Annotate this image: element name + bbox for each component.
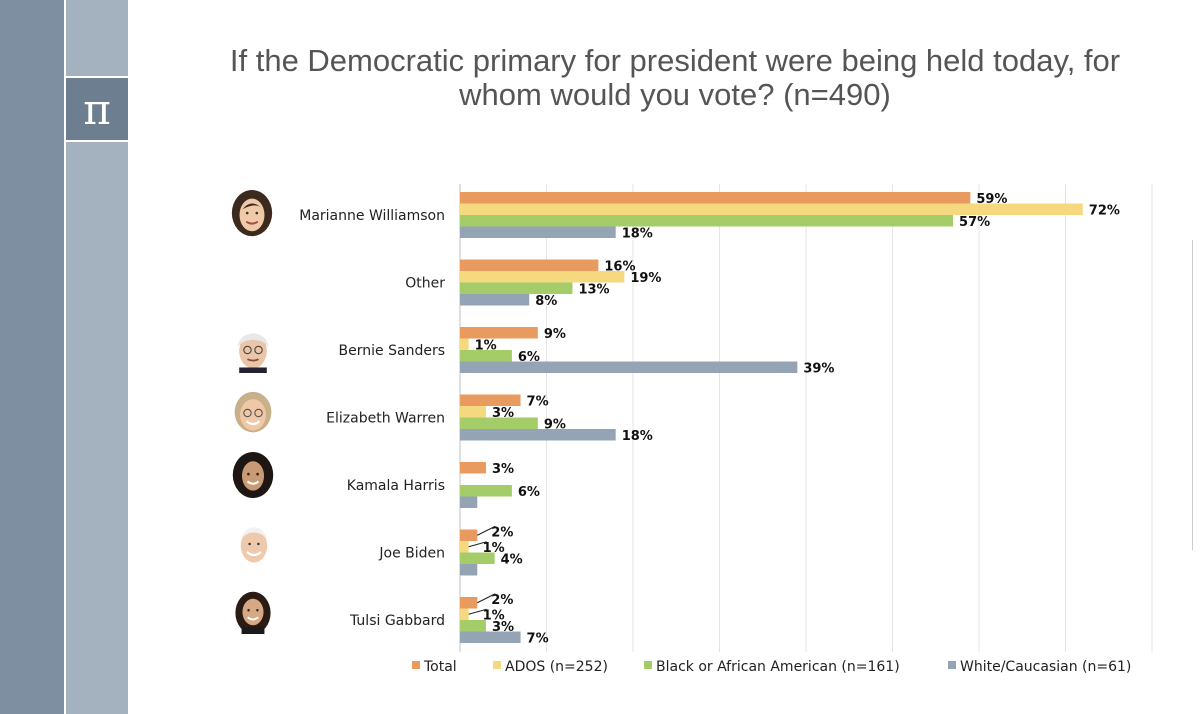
legend-label-black-or-african-american-n-161: Black or African American (n=161) xyxy=(656,659,900,675)
sidebar-divider xyxy=(64,0,66,714)
bar-bernie-sanders-white-caucasian-n-61 xyxy=(460,361,798,373)
value-label-other-white-caucasian-n-61: 8% xyxy=(535,294,557,309)
bar-other-black-or-african-american-n-161 xyxy=(460,282,573,294)
bar-other-total xyxy=(460,259,599,271)
bar-bernie-sanders-total xyxy=(460,327,538,339)
bar-kamala-harris-white-caucasian-n-61 xyxy=(460,496,478,508)
portrait-elizabeth-warren-icon xyxy=(233,390,273,434)
value-label-bernie-sanders-black-or-african-american-n-161: 6% xyxy=(518,350,540,365)
value-label-elizabeth-warren-ados-n-252: 3% xyxy=(492,406,514,421)
portrait-tulsi-gabbard-icon xyxy=(234,590,272,634)
category-label-joe-biden: Joe Biden xyxy=(378,546,445,562)
bar-other-white-caucasian-n-61 xyxy=(460,294,530,306)
bar-elizabeth-warren-white-caucasian-n-61 xyxy=(460,429,616,441)
category-label-other: Other xyxy=(405,276,445,292)
value-label-marianne-williamson-black-or-african-american-n-161: 57% xyxy=(959,215,990,230)
value-labels: 59% 72% 57% 18% 16%19% 13% 8% 9% 1% 6% 39% 7% 3% 9% 18… xyxy=(475,192,1120,647)
bar-kamala-harris-black-or-african-american-n-161 xyxy=(460,485,512,497)
bar-tulsi-gabbard-total xyxy=(460,597,478,609)
bar-joe-biden-white-caucasian-n-61 xyxy=(460,564,478,576)
value-label-elizabeth-warren-total: 7% xyxy=(527,394,549,409)
leader-line-joe-biden-total xyxy=(477,525,496,536)
bar-bernie-sanders-ados-n-252 xyxy=(460,338,469,350)
bar-joe-biden-ados-n-252 xyxy=(460,541,469,553)
value-label-tulsi-gabbard-ados-n-252: 1% xyxy=(483,608,505,623)
category-label-marianne-williamson: Marianne Williamson xyxy=(299,208,445,224)
legend-label-total: Total xyxy=(423,659,457,675)
legend-swatch-white-caucasian-n-61 xyxy=(948,661,956,669)
bar-elizabeth-warren-black-or-african-american-n-161 xyxy=(460,417,538,429)
value-label-joe-biden-total: 2% xyxy=(491,525,513,540)
legend-swatch-ados-n-252 xyxy=(493,661,501,669)
legend-label-white-caucasian-n-61: White/Caucasian (n=61) xyxy=(960,659,1131,675)
bar-bernie-sanders-black-or-african-american-n-161 xyxy=(460,350,512,362)
value-label-joe-biden-ados-n-252: 1% xyxy=(483,541,505,556)
value-label-marianne-williamson-white-caucasian-n-61: 18% xyxy=(622,226,653,241)
chart-title: If the Democratic primary for president … xyxy=(180,44,1170,112)
legend-swatch-total xyxy=(412,661,420,669)
category-label-elizabeth-warren: Elizabeth Warren xyxy=(326,411,445,427)
value-label-elizabeth-warren-white-caucasian-n-61: 18% xyxy=(622,429,653,444)
chart-title-line-2: whom would you vote? (n=490) xyxy=(459,77,891,112)
portrait-joe-biden-icon xyxy=(239,526,269,564)
value-label-marianne-williamson-ados-n-252: 72% xyxy=(1089,203,1120,218)
value-label-tulsi-gabbard-total: 2% xyxy=(491,593,513,608)
category-labels: Marianne Williamson Other Bernie Sanders El… xyxy=(299,208,445,629)
leader-line-tulsi-gabbard-ados-n-252 xyxy=(468,608,487,615)
value-label-kamala-harris-black-or-african-american-n-161: 6% xyxy=(518,485,540,500)
sidebar-dark-strip xyxy=(0,0,64,714)
value-label-marianne-williamson-total: 59% xyxy=(976,192,1007,207)
value-label-bernie-sanders-ados-n-252: 1% xyxy=(475,338,497,353)
value-label-bernie-sanders-total: 9% xyxy=(544,327,566,342)
leader-line-tulsi-gabbard-total xyxy=(477,593,496,604)
value-label-kamala-harris-total: 3% xyxy=(492,462,514,477)
category-label-kamala-harris: Kamala Harris xyxy=(347,478,445,494)
value-label-other-total: 16% xyxy=(604,259,635,274)
leader-lines xyxy=(468,525,496,615)
grid-lines xyxy=(546,184,1153,652)
value-label-other-ados-n-252: 19% xyxy=(630,271,661,286)
value-label-elizabeth-warren-black-or-african-american-n-161: 9% xyxy=(544,417,566,432)
value-label-joe-biden-black-or-african-american-n-161: 4% xyxy=(501,552,523,567)
slide-edge xyxy=(1192,240,1200,550)
bar-marianne-williamson-white-caucasian-n-61 xyxy=(460,226,616,238)
value-label-tulsi-gabbard-white-caucasian-n-61: 7% xyxy=(527,631,549,646)
leader-line-joe-biden-ados-n-252 xyxy=(468,541,487,548)
legend: Total ADOS (n=252) Black or African Americ… xyxy=(412,659,1131,675)
bar-marianne-williamson-total xyxy=(460,192,971,204)
bar-tulsi-gabbard-white-caucasian-n-61 xyxy=(460,631,521,643)
bar-tulsi-gabbard-black-or-african-american-n-161 xyxy=(460,620,486,632)
value-label-bernie-sanders-white-caucasian-n-61: 39% xyxy=(803,361,834,376)
pi-logo: π xyxy=(66,76,128,142)
category-label-bernie-sanders: Bernie Sanders xyxy=(339,343,445,359)
bar-other-ados-n-252 xyxy=(460,271,625,283)
bar-tulsi-gabbard-ados-n-252 xyxy=(460,608,469,620)
portrait-bernie-sanders-icon xyxy=(236,332,270,375)
bar-joe-biden-total xyxy=(460,529,478,541)
chart-title-line-1: If the Democratic primary for president … xyxy=(229,43,1121,78)
category-label-tulsi-gabbard: Tulsi Gabbard xyxy=(349,613,445,629)
bar-kamala-harris-total xyxy=(460,462,486,474)
value-label-tulsi-gabbard-black-or-african-american-n-161: 3% xyxy=(492,620,514,635)
legend-label-ados-n-252: ADOS (n=252) xyxy=(505,659,608,675)
legend-swatch-black-or-african-american-n-161 xyxy=(644,661,652,669)
bar-joe-biden-black-or-african-american-n-161 xyxy=(460,552,495,564)
bars xyxy=(460,192,1083,643)
bar-elizabeth-warren-total xyxy=(460,394,521,406)
bar-marianne-williamson-ados-n-252 xyxy=(460,203,1083,215)
bar-elizabeth-warren-ados-n-252 xyxy=(460,406,486,418)
value-label-other-black-or-african-american-n-161: 13% xyxy=(578,282,609,297)
portrait-kamala-harris-icon xyxy=(231,452,275,498)
portrait-marianne-williamson-icon xyxy=(230,188,274,238)
bar-marianne-williamson-black-or-african-american-n-161 xyxy=(460,215,954,227)
